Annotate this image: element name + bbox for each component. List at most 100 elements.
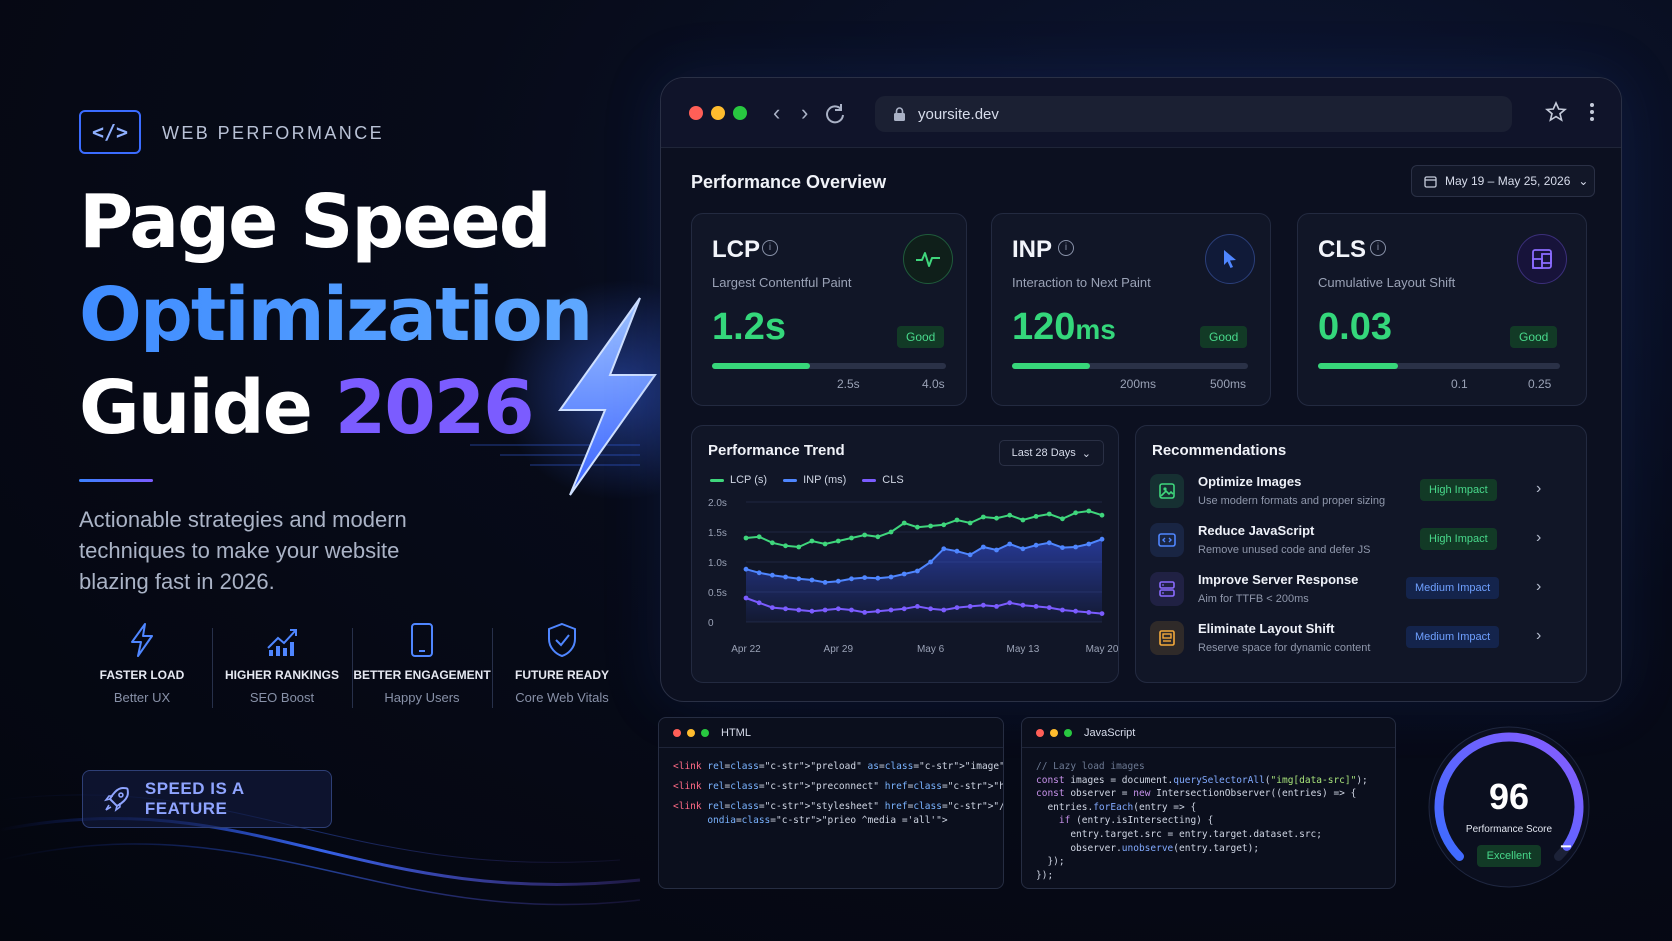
data-point — [822, 607, 828, 613]
data-point — [928, 523, 933, 529]
code-line: // Lazy load images — [1036, 761, 1145, 772]
progress-track — [1012, 363, 1248, 369]
hero-description: Actionable strategies and modern techniq… — [79, 507, 407, 594]
data-point — [743, 535, 749, 541]
series-line-1 — [745, 538, 1103, 584]
close-dot — [673, 729, 681, 737]
chevron-right-icon[interactable]: › — [1536, 480, 1542, 497]
close-dot — [1036, 729, 1044, 737]
lock-icon — [894, 106, 905, 121]
browser-toolbar: ‹ › yoursite.dev — [661, 78, 1621, 148]
overview-title: Performance Overview — [691, 172, 887, 192]
feature-item: BETTER ENGAGEMENT Happy Users — [352, 622, 492, 708]
metric-value: 0.03 — [1318, 306, 1392, 348]
x-tick-label: May 20 — [1086, 644, 1119, 655]
calendar-icon — [1424, 175, 1437, 188]
gauge-progress — [1434, 732, 1584, 861]
trend-title: Performance Trend — [708, 442, 845, 459]
more-menu-icon[interactable] — [1589, 101, 1595, 123]
data-point — [1033, 514, 1039, 519]
close-window-button[interactable] — [689, 106, 703, 120]
status-badge: Good — [897, 326, 945, 348]
progress-track — [1318, 363, 1560, 369]
data-point — [849, 535, 854, 541]
data-point — [1033, 542, 1039, 548]
speed-feature-button[interactable]: SPEED IS A FEATURE — [82, 770, 332, 828]
data-point — [1099, 611, 1105, 616]
recommendation-item[interactable]: Optimize Images Use modern formats and pr… — [1150, 468, 1546, 518]
code-line: const observer = new IntersectionObserve… — [1036, 788, 1357, 800]
address-bar[interactable]: yoursite.dev — [875, 96, 1512, 132]
data-point — [743, 595, 749, 601]
data-point — [875, 608, 881, 614]
legend-item: LCP (s) — [710, 474, 767, 486]
data-point — [756, 600, 762, 606]
info-icon[interactable]: i — [1370, 240, 1386, 256]
data-point — [809, 538, 815, 544]
reload-icon[interactable] — [824, 103, 846, 125]
chart-up-icon — [267, 629, 297, 656]
data-point — [1099, 512, 1105, 518]
metric-name: INP — [1012, 236, 1053, 263]
data-point — [849, 607, 854, 613]
data-point — [862, 575, 868, 580]
data-point — [980, 544, 986, 550]
y-tick-label: 0 — [708, 618, 714, 629]
recommendation-item[interactable]: Improve Server Response Aim for TTFB < 20… — [1150, 566, 1546, 616]
impact-badge: Medium Impact — [1406, 626, 1500, 648]
progress-fill — [712, 363, 811, 369]
performance-score-gauge: 96 Performance Score Excellent — [1426, 724, 1592, 890]
metric-value: 120ms — [1012, 306, 1116, 348]
range-select[interactable]: Last 28 Days ⌄ — [998, 440, 1104, 466]
y-tick-label: 1.5s — [708, 528, 727, 539]
bookmark-star-icon[interactable] — [1545, 101, 1567, 123]
data-point — [783, 543, 788, 549]
data-point — [1086, 541, 1092, 547]
data-point — [941, 607, 947, 613]
data-point — [1060, 545, 1065, 550]
recommendation-subtitle: Aim for TTFB < 200ms — [1198, 593, 1309, 605]
info-icon[interactable]: i — [762, 240, 778, 256]
back-icon[interactable]: ‹ — [773, 100, 781, 125]
maximize-window-button[interactable] — [733, 106, 747, 120]
bolt-icon — [131, 623, 153, 657]
progress-track — [712, 363, 946, 369]
recommendation-item[interactable]: Reduce JavaScript Remove unused code and … — [1150, 517, 1546, 567]
gauge-background — [1428, 726, 1590, 888]
data-point — [915, 524, 920, 530]
forward-icon[interactable]: › — [801, 100, 809, 125]
maximize-dot — [1064, 729, 1072, 737]
inp-area — [746, 539, 1102, 622]
data-point — [875, 534, 881, 540]
impact-badge: High Impact — [1420, 479, 1497, 501]
info-icon[interactable]: i — [1058, 240, 1074, 256]
feature-subtitle: Happy Users — [384, 690, 460, 705]
minimize-window-button[interactable] — [711, 106, 725, 120]
data-point — [901, 606, 907, 612]
date-range-picker[interactable]: May 19 – May 25, 2026 ⌄ — [1411, 165, 1595, 197]
data-point — [1060, 516, 1065, 522]
score-label: Performance Score — [1465, 824, 1553, 835]
chevron-right-icon[interactable]: › — [1536, 578, 1542, 595]
data-point — [809, 577, 815, 583]
feature-title: FUTURE READY — [514, 668, 609, 682]
code-line: <link rel=class="c-str">"preload" as=cla… — [673, 761, 1004, 772]
data-point — [1020, 517, 1026, 523]
chevron-down-icon: ⌄ — [1578, 174, 1589, 188]
data-point — [928, 606, 933, 612]
data-point — [994, 515, 999, 521]
threshold-label: 2.5s — [837, 377, 860, 391]
code-line: }); — [1036, 856, 1065, 868]
data-point — [967, 604, 973, 609]
data-point — [1073, 608, 1079, 614]
data-point — [809, 608, 815, 614]
data-point — [743, 566, 749, 572]
feature-item: FUTURE READY Core Web Vitals — [492, 622, 632, 708]
chevron-right-icon[interactable]: › — [1536, 627, 1542, 644]
data-point — [954, 605, 960, 610]
recommendation-item[interactable]: Eliminate Layout Shift Reserve space for … — [1150, 615, 1546, 665]
chevron-right-icon[interactable]: › — [1536, 529, 1542, 546]
data-point — [915, 604, 920, 609]
chart-legend: LCP (s) INP (ms) CLS — [710, 474, 904, 486]
data-point — [1007, 512, 1013, 518]
